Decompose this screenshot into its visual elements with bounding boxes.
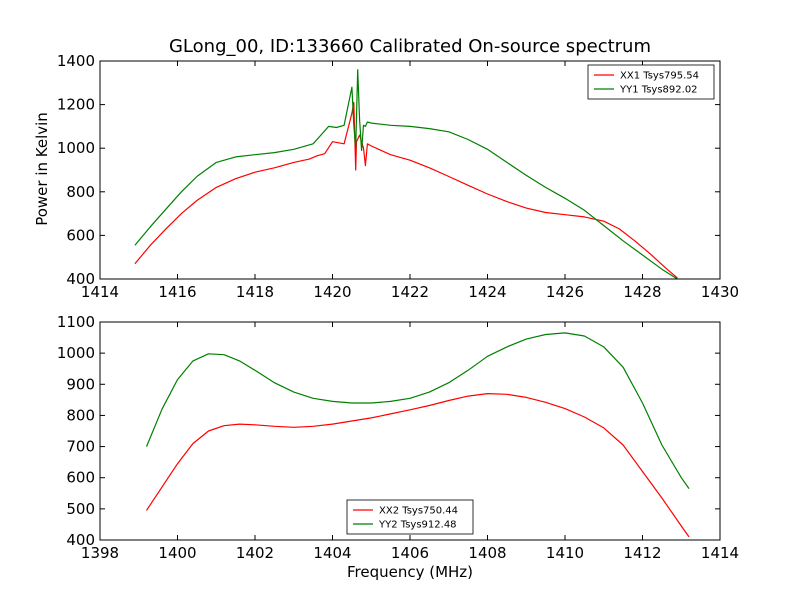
x-tick-label: 1414	[701, 544, 739, 562]
y-tick-label: 600	[66, 469, 95, 487]
legend-label: YY2 Tsys912.48	[378, 520, 457, 531]
y-tick-label: 700	[66, 438, 95, 456]
series-line-xx1	[134, 101, 678, 279]
x-tick-label: 1428	[623, 283, 661, 301]
x-tick-label: 1422	[391, 283, 429, 301]
legend-label: XX2 Tsys750.44	[379, 506, 458, 517]
legend-box	[587, 64, 715, 100]
series-line-xx2	[146, 393, 690, 538]
x-tick-label: 1420	[313, 283, 351, 301]
x-tick-label: 1400	[158, 544, 196, 562]
x-tick-label: 1416	[158, 283, 196, 301]
y-tick-label: 800	[66, 406, 95, 424]
x-tick-label: 1404	[313, 544, 351, 562]
y-tick-label: 1000	[57, 344, 95, 362]
x-tick-label: 1426	[546, 283, 584, 301]
x-tick-label: 1406	[391, 544, 429, 562]
x-tick-label: 1424	[468, 283, 506, 301]
y-tick-label: 600	[66, 226, 95, 244]
y-tick-label: 1400	[57, 52, 95, 70]
x-tick-label: 1414	[81, 283, 119, 301]
y-tick-label: 500	[66, 500, 95, 518]
x-tick-label: 1410	[546, 544, 584, 562]
y-tick-label: 1200	[57, 96, 95, 114]
x-tick-label: 1398	[81, 544, 119, 562]
legend-label: XX1 Tsys795.54	[620, 71, 699, 82]
x-axis-label: Frequency (MHz)	[347, 563, 473, 581]
y-tick-label: 1000	[57, 139, 95, 157]
y-tick-label: 400	[66, 531, 95, 549]
y-tick-label: 400	[66, 270, 95, 288]
legend-label: YY1 Tsys892.02	[619, 85, 698, 96]
y-tick-label: 1100	[57, 313, 95, 331]
y-tick-label: 800	[66, 183, 95, 201]
chart-title: GLong_00, ID:133660 Calibrated On-source…	[169, 36, 651, 57]
legend-box	[346, 499, 474, 535]
x-tick-label: 1418	[236, 283, 274, 301]
y-tick-label: 900	[66, 375, 95, 393]
series-line-yy1	[134, 69, 678, 280]
x-tick-label: 1402	[236, 544, 274, 562]
lower-plot: 1398 1400 1402 1404 1406 1408 1410 1412 1414 400 5…	[57, 313, 739, 562]
upper-plot: 1414 1416 1418 1420 1422 1424 1426 1428 1430 400 6…	[57, 52, 739, 301]
y-axis-label: Power in Kelvin	[33, 112, 51, 226]
x-tick-label: 1412	[623, 544, 661, 562]
series-line-yy2	[145, 332, 690, 489]
x-tick-label: 1430	[701, 283, 739, 301]
x-tick-label: 1408	[468, 544, 506, 562]
